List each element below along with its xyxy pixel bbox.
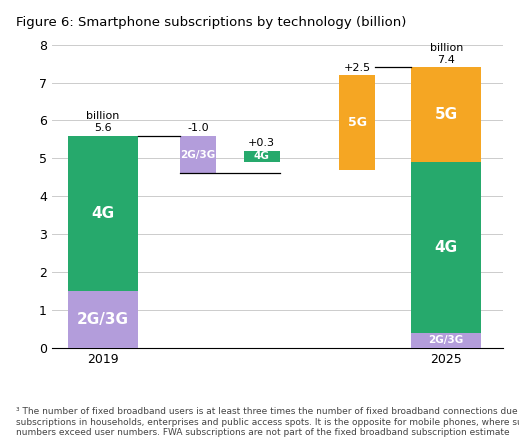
Bar bbox=[244, 151, 280, 162]
Text: 4G: 4G bbox=[91, 206, 114, 221]
Text: 7.4: 7.4 bbox=[437, 55, 455, 65]
Text: 2G/3G: 2G/3G bbox=[429, 335, 464, 345]
Text: 4G: 4G bbox=[434, 240, 458, 255]
Bar bbox=[68, 291, 138, 348]
Bar bbox=[181, 136, 216, 173]
Text: 5G: 5G bbox=[348, 116, 366, 129]
Bar bbox=[411, 162, 481, 333]
Text: billion: billion bbox=[430, 43, 463, 53]
Text: 2G/3G: 2G/3G bbox=[77, 312, 129, 327]
Text: 5.6: 5.6 bbox=[94, 123, 112, 133]
Bar bbox=[411, 67, 481, 162]
Text: Figure 6: Smartphone subscriptions by technology (billion): Figure 6: Smartphone subscriptions by te… bbox=[16, 16, 406, 29]
Text: billion: billion bbox=[86, 111, 119, 121]
Bar bbox=[411, 333, 481, 348]
Text: -1.0: -1.0 bbox=[187, 123, 209, 133]
Text: 2G/3G: 2G/3G bbox=[181, 149, 216, 160]
Text: 4G: 4G bbox=[254, 152, 270, 161]
Bar bbox=[68, 136, 138, 291]
Text: ³ The number of fixed broadband users is at least three times the number of fixe: ³ The number of fixed broadband users is… bbox=[16, 407, 519, 437]
Text: 5G: 5G bbox=[434, 107, 458, 122]
Text: +0.3: +0.3 bbox=[248, 138, 275, 149]
Bar bbox=[339, 75, 375, 169]
Text: +2.5: +2.5 bbox=[344, 62, 371, 73]
